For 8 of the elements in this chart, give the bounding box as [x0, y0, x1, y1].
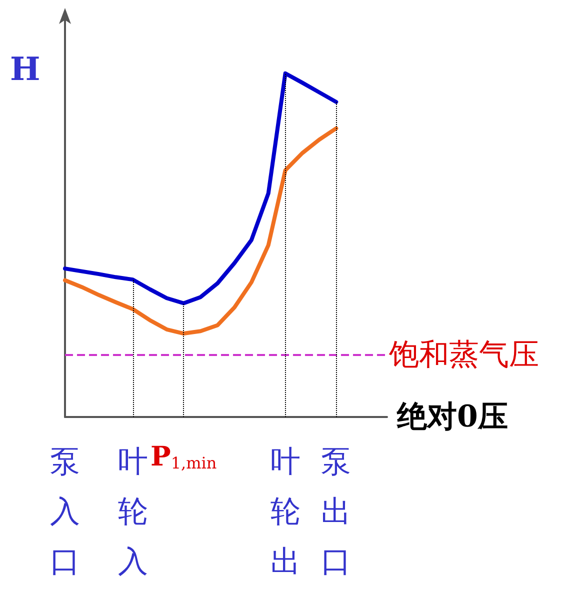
x-tick-label: 泵出口 [321, 444, 352, 580]
y-axis-title: H [10, 50, 40, 88]
x-tick-label: 叶轮入 [118, 444, 148, 580]
x-tick-label: 泵入口 [50, 444, 80, 580]
x-tick-label: P1,min [150, 442, 217, 472]
x-axis-title: 绝对0压 [396, 400, 508, 434]
x-tick-label: 叶轮出 [270, 444, 300, 580]
ref-line-label: 饱和蒸气压 [388, 338, 539, 373]
